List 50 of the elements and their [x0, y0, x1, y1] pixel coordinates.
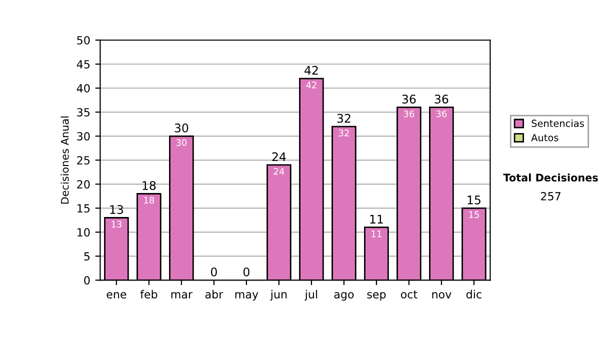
- y-tick-label: 20: [77, 180, 90, 189]
- total-label: 15: [468, 196, 480, 204]
- total-label: 11: [370, 214, 383, 224]
- y-tick-label: 0: [84, 276, 90, 285]
- y-tick-label: 50: [77, 36, 90, 44]
- data-label: 24: [274, 168, 284, 175]
- total-label: 24: [272, 152, 286, 162]
- x-tick-label: abr: [205, 290, 224, 298]
- x-tick-label: dic: [466, 290, 482, 298]
- x-tick-label: sep: [367, 292, 386, 301]
- total-label: 0: [210, 268, 217, 276]
- x-tick-label: mar: [171, 292, 193, 298]
- y-tick-label: 40: [76, 84, 90, 93]
- y-tick-label: 5: [84, 252, 90, 261]
- x-tick-label: feb: [140, 290, 158, 298]
- data-label: 13: [112, 220, 122, 228]
- y-tick-label: 15: [78, 204, 90, 213]
- y-tick-label: 10: [78, 228, 90, 237]
- data-label: 30: [176, 139, 187, 146]
- legend-label: Autos: [531, 134, 558, 142]
- data-label: 11: [372, 230, 382, 238]
- total-label: 13: [110, 205, 124, 214]
- data-label: 36: [404, 110, 414, 118]
- y-axis-title: Decisiones Anual: [60, 116, 69, 204]
- text: Total Decisiones: [503, 173, 598, 182]
- total-label: 18: [142, 181, 156, 190]
- data-label: 32: [338, 130, 349, 136]
- data-label: 15: [469, 211, 479, 218]
- x-tick-label: jul: [304, 290, 318, 301]
- x-tick-label: ene: [106, 292, 126, 298]
- total-label: 0: [243, 268, 250, 276]
- y-tick-label: 25: [77, 156, 90, 165]
- total-label: 32: [337, 114, 350, 123]
- x-tick-label: ago: [334, 292, 354, 301]
- data-label: 18: [144, 196, 154, 204]
- total-label: 36: [434, 94, 448, 104]
- total-label: 42: [304, 66, 318, 75]
- x-tick-label: nov: [432, 292, 452, 298]
- y-tick-label: 35: [77, 108, 90, 117]
- data-label: 42: [306, 82, 316, 88]
- x-tick-label: jun: [270, 290, 287, 301]
- x-tick-label: may: [235, 292, 258, 301]
- total-label: 36: [402, 94, 416, 104]
- x-tick-label: oct: [400, 290, 418, 298]
- y-tick-label: 45: [76, 60, 90, 69]
- legend-label: Sentencias: [532, 119, 584, 128]
- y-tick-label: 30: [77, 132, 90, 141]
- total-label: 30: [174, 123, 188, 132]
- data-label: 36: [436, 110, 447, 118]
- text: 257: [541, 192, 560, 200]
